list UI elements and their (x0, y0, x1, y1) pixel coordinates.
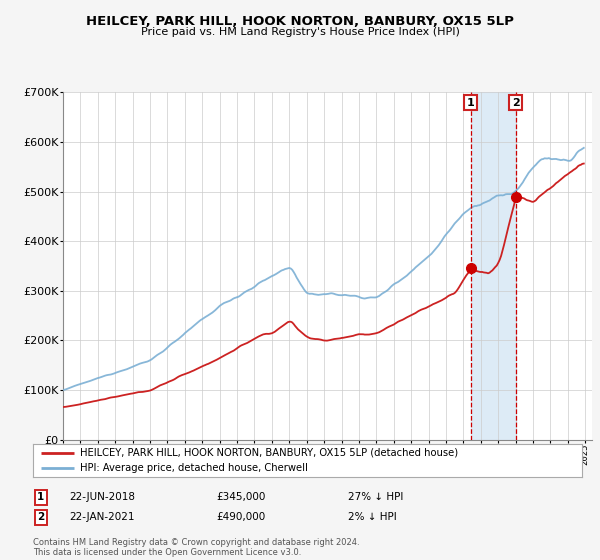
Text: £490,000: £490,000 (216, 512, 265, 522)
Text: 22-JAN-2021: 22-JAN-2021 (69, 512, 134, 522)
Text: Price paid vs. HM Land Registry's House Price Index (HPI): Price paid vs. HM Land Registry's House … (140, 27, 460, 37)
Text: £345,000: £345,000 (216, 492, 265, 502)
Text: HEILCEY, PARK HILL, HOOK NORTON, BANBURY, OX15 5LP (detached house): HEILCEY, PARK HILL, HOOK NORTON, BANBURY… (80, 447, 458, 458)
Text: 27% ↓ HPI: 27% ↓ HPI (348, 492, 403, 502)
Text: 2: 2 (512, 97, 520, 108)
Text: 2: 2 (37, 512, 44, 522)
Text: HEILCEY, PARK HILL, HOOK NORTON, BANBURY, OX15 5LP: HEILCEY, PARK HILL, HOOK NORTON, BANBURY… (86, 15, 514, 28)
Text: 22-JUN-2018: 22-JUN-2018 (69, 492, 135, 502)
Text: 2% ↓ HPI: 2% ↓ HPI (348, 512, 397, 522)
Text: 1: 1 (37, 492, 44, 502)
Text: 1: 1 (467, 97, 475, 108)
Text: HPI: Average price, detached house, Cherwell: HPI: Average price, detached house, Cher… (80, 463, 308, 473)
Bar (470, 92, 515, 440)
Text: Contains HM Land Registry data © Crown copyright and database right 2024.
This d: Contains HM Land Registry data © Crown c… (33, 538, 359, 557)
